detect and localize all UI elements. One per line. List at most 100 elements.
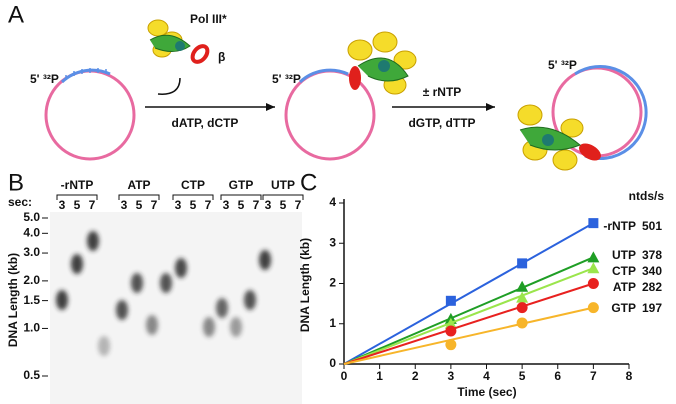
gel-band	[175, 258, 187, 278]
rate-label: 197	[642, 301, 662, 315]
lane-time: 5	[136, 198, 143, 212]
lane-group-label: GTP	[229, 178, 254, 192]
arrowhead	[266, 103, 275, 111]
lane-bracket	[118, 194, 160, 200]
lane-time: 3	[121, 198, 128, 212]
legend-label: ATP	[613, 280, 636, 294]
marker	[516, 302, 528, 314]
x-tick-label: 8	[626, 369, 633, 383]
y-tick-label: 1	[329, 316, 336, 330]
gel-band	[116, 300, 128, 320]
panel-label: C	[300, 169, 317, 196]
marker	[445, 325, 457, 337]
gel-band	[230, 317, 242, 337]
lane-bracket	[262, 194, 304, 200]
legend-label: UTP	[612, 248, 636, 262]
gel-band	[203, 317, 215, 337]
rate-label: 378	[642, 248, 662, 262]
fit-line	[343, 267, 594, 365]
marker	[587, 278, 599, 289]
marker	[587, 262, 600, 274]
x-axis-label: Time (sec)	[457, 385, 516, 399]
gel-band	[244, 290, 256, 310]
marker	[517, 258, 528, 269]
rate-header: ntds/s	[629, 189, 665, 203]
step1-label: dATP, dCTP	[172, 116, 239, 130]
x-tick-label: 2	[412, 369, 419, 383]
lane-time: 7	[295, 198, 302, 212]
clamp-icon	[190, 44, 210, 64]
primer-label: 5' ³²P	[272, 72, 301, 86]
template-3	[517, 65, 648, 171]
clamp-label: β	[218, 50, 225, 64]
gel-band	[131, 273, 143, 293]
y-tick-label: 5.0	[23, 210, 40, 224]
rate-label: 282	[642, 280, 662, 294]
template-1	[44, 68, 136, 161]
primer-label: 5' ³²P	[30, 72, 59, 86]
enzyme-label: Pol III*	[190, 12, 227, 26]
marker	[587, 251, 600, 263]
y-tick-label: 1.0	[23, 321, 40, 335]
lane-time: 7	[151, 198, 158, 212]
step2-top-label: ± rNTP	[423, 85, 462, 99]
legend-label: CTP	[612, 264, 636, 278]
template-2	[284, 31, 417, 161]
x-tick-label: 0	[341, 369, 348, 383]
x-tick-label: 7	[590, 369, 597, 383]
legend-label: -rNTP	[603, 219, 636, 233]
marker	[516, 280, 529, 292]
fit-line	[343, 222, 594, 365]
marker	[445, 295, 456, 306]
panel-label: B	[8, 169, 24, 196]
lane-time: 7	[253, 198, 260, 212]
fit-line	[343, 306, 594, 365]
marker	[445, 339, 457, 351]
gel-band	[98, 336, 110, 356]
y-tick-label: 3.0	[23, 245, 40, 259]
x-tick-label: 4	[483, 369, 490, 383]
gel-band	[87, 231, 99, 251]
gel-band	[216, 298, 228, 318]
rate-label: 501	[642, 219, 662, 233]
y-tick-label: 4	[329, 195, 336, 209]
fit-line	[343, 256, 594, 365]
y-tick-label: 3	[329, 235, 336, 249]
lane-time: 5	[190, 198, 197, 212]
arrow-curve	[157, 77, 181, 95]
rate-label: 340	[642, 264, 662, 278]
y-tick-label: 2	[329, 276, 336, 290]
lane-bracket	[220, 194, 262, 200]
lane-group-label: UTP	[271, 178, 295, 192]
lane-time: 7	[89, 198, 96, 212]
lane-time: 3	[223, 198, 230, 212]
marker	[516, 317, 528, 329]
lane-bracket	[56, 194, 98, 200]
y-tick-label: 0	[329, 356, 336, 370]
lane-bracket	[172, 194, 214, 200]
pol-iii-icon	[147, 19, 191, 58]
sec-label: sec:	[8, 195, 32, 209]
lane-group-label: -rNTP	[61, 178, 94, 192]
lane-time: 3	[175, 198, 182, 212]
x-tick-label: 6	[554, 369, 561, 383]
x-tick-label: 3	[448, 369, 455, 383]
y-tick-label: 4.0	[23, 225, 40, 239]
arrowhead	[486, 103, 495, 111]
y-tick-label: 2.0	[23, 273, 40, 287]
panel-label: A	[8, 1, 24, 28]
x-tick-label: 5	[519, 369, 526, 383]
lane-group-label: ATP	[127, 178, 150, 192]
lane-group-label: CTP	[181, 178, 205, 192]
lane-time: 3	[59, 198, 66, 212]
lane-time: 5	[238, 198, 245, 212]
primer-label: 5' ³²P	[548, 58, 577, 72]
lane-time: 5	[74, 198, 81, 212]
y-tick-label: 1.5	[23, 293, 40, 307]
marker	[588, 218, 599, 229]
y-axis-label: DNA Length (kb)	[298, 238, 312, 332]
x-tick-label: 1	[376, 369, 383, 383]
gel-band	[71, 254, 83, 274]
marker	[587, 302, 599, 314]
